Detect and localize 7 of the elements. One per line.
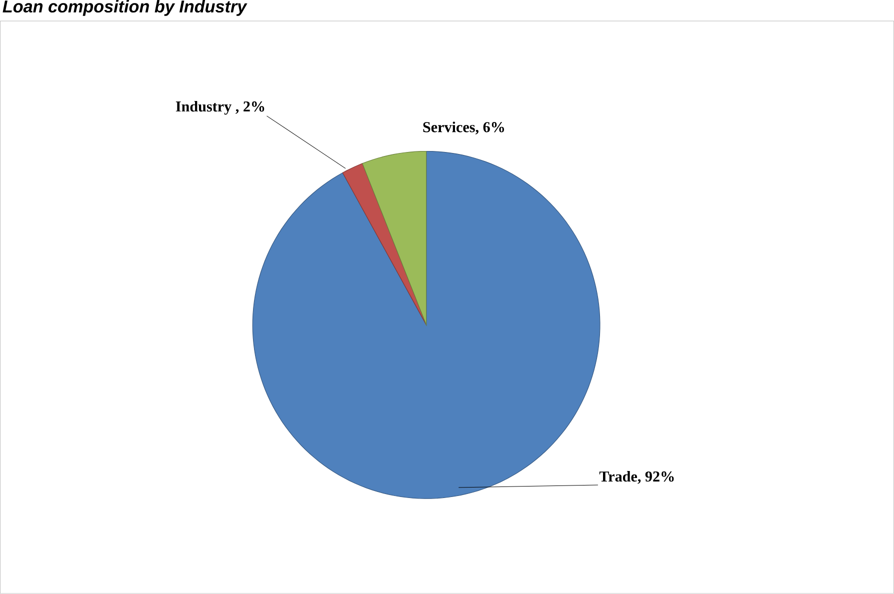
slice-label: Services xyxy=(423,122,475,132)
data-label: , 2% xyxy=(236,102,264,114)
data-label: , 92% xyxy=(638,472,674,484)
slice-label: Trade xyxy=(599,471,638,482)
data-label: , 6% xyxy=(475,122,504,135)
slice-label: Industry xyxy=(176,101,232,115)
chart-title: Loan composition by Industry xyxy=(2,0,248,16)
